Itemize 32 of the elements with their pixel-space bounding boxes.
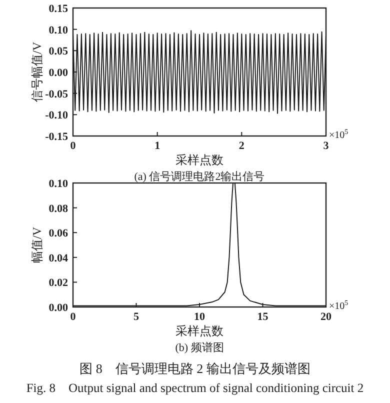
y-tick-label: 0.08 bbox=[48, 202, 68, 215]
x-tick-label: 2 bbox=[238, 140, 245, 152]
y-tick-label: -0.15 bbox=[45, 131, 68, 143]
x-tick-label: 0 bbox=[70, 311, 76, 323]
y-tick-label: 0.04 bbox=[48, 252, 68, 264]
y-tick-label: -0.05 bbox=[45, 88, 68, 100]
y-tick-label: 0.15 bbox=[48, 3, 68, 15]
y-tick-label: -0.10 bbox=[45, 110, 68, 122]
x-axis-title: 采样点数 bbox=[176, 324, 224, 338]
y-tick-label: 0.00 bbox=[48, 67, 68, 79]
y-tick-label: 0.10 bbox=[48, 178, 68, 190]
y-tick-label: 0.00 bbox=[48, 302, 68, 314]
text: (b) 频谱图 bbox=[175, 341, 224, 354]
x-tick-label: 3 bbox=[323, 140, 330, 152]
x-tick-label: 0 bbox=[70, 140, 76, 152]
x-tick-label: 5 bbox=[134, 311, 140, 323]
text: (a) 信号调理电路2输出信号 bbox=[134, 170, 265, 183]
x-tick-label: 20 bbox=[320, 311, 332, 323]
x-tick-label: 15 bbox=[257, 311, 269, 323]
x-tick-label: 10 bbox=[194, 311, 206, 323]
y-tick-label: 0.02 bbox=[48, 277, 68, 290]
x-axis-title: 采样点数 bbox=[176, 153, 224, 167]
y-tick-label: 0.10 bbox=[48, 24, 68, 36]
y-tick-label: 0.05 bbox=[48, 46, 68, 58]
caption: 图 8 信号调理电路 2 输出信号及频谱图 bbox=[80, 361, 310, 376]
text: ×10$^{5}$ bbox=[329, 299, 349, 312]
y-axis-title: 幅值/V bbox=[30, 226, 44, 263]
y-tick-label: 0.06 bbox=[48, 228, 68, 240]
x-tick-label: 1 bbox=[154, 140, 160, 152]
caption: Fig. 8 Output signal and spectrum of signal conditioning circuit 2 bbox=[26, 381, 364, 395]
y-axis-title: 信号幅值/V bbox=[30, 42, 44, 102]
text: ×10$^{5}$ bbox=[329, 128, 349, 141]
